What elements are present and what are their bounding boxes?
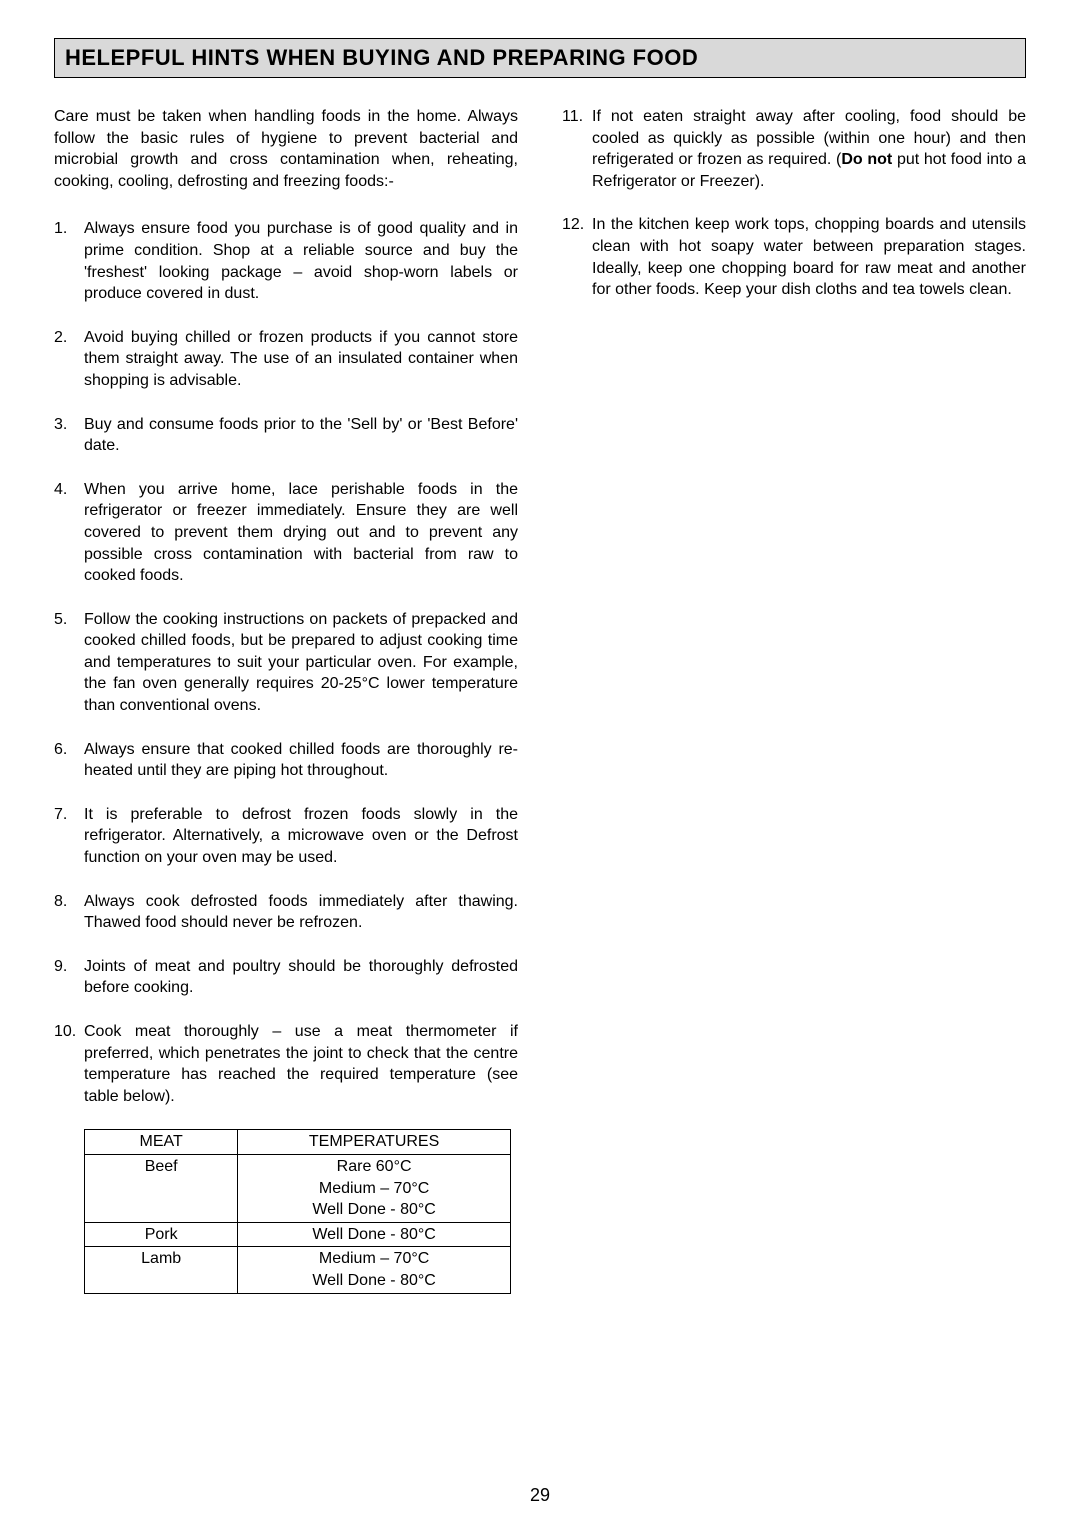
table-cell-temp: Well Done - 80°C xyxy=(238,1222,511,1247)
hints-list-right: If not eaten straight away after cooling… xyxy=(562,106,1026,301)
table-row: PorkWell Done - 80°C xyxy=(85,1222,511,1247)
left-column: Care must be taken when handling foods i… xyxy=(54,106,518,1294)
list-item: Always cook defrosted foods immediately … xyxy=(54,891,518,934)
emphasis-text: Do not xyxy=(841,151,892,168)
list-item: If not eaten straight away after cooling… xyxy=(562,106,1026,192)
page-title-bar: HELEPFUL HINTS WHEN BUYING AND PREPARING… xyxy=(54,38,1026,78)
table-row: BeefRare 60°CMedium – 70°CWell Done - 80… xyxy=(85,1154,511,1222)
table-header-meat: MEAT xyxy=(85,1130,238,1155)
list-item: When you arrive home, lace perishable fo… xyxy=(54,479,518,587)
list-item: It is preferable to defrost frozen foods… xyxy=(54,804,518,869)
table-header-temp: TEMPERATURES xyxy=(238,1130,511,1155)
table-cell-meat: Pork xyxy=(85,1222,238,1247)
list-item: In the kitchen keep work tops, chopping … xyxy=(562,214,1026,300)
list-item: Buy and consume foods prior to the 'Sell… xyxy=(54,414,518,457)
list-item: Always ensure that cooked chilled foods … xyxy=(54,739,518,782)
hints-list-left: Always ensure food you purchase is of go… xyxy=(54,218,518,1107)
table-cell-temp: Medium – 70°CWell Done - 80°C xyxy=(238,1247,511,1293)
content-columns: Care must be taken when handling foods i… xyxy=(54,106,1026,1294)
meat-temperature-table: MEAT TEMPERATURES BeefRare 60°CMedium – … xyxy=(84,1129,511,1293)
right-column: If not eaten straight away after cooling… xyxy=(562,106,1026,1294)
table-row: LambMedium – 70°CWell Done - 80°C xyxy=(85,1247,511,1293)
table-cell-temp: Rare 60°CMedium – 70°CWell Done - 80°C xyxy=(238,1154,511,1222)
list-item: Follow the cooking instructions on packe… xyxy=(54,609,518,717)
list-item: Joints of meat and poultry should be tho… xyxy=(54,956,518,999)
intro-paragraph: Care must be taken when handling foods i… xyxy=(54,106,518,192)
page-number: 29 xyxy=(0,1485,1080,1506)
list-item: Avoid buying chilled or frozen products … xyxy=(54,327,518,392)
list-item: Cook meat thoroughly – use a meat thermo… xyxy=(54,1021,518,1107)
page-title: HELEPFUL HINTS WHEN BUYING AND PREPARING… xyxy=(65,45,1015,71)
list-item: Always ensure food you purchase is of go… xyxy=(54,218,518,304)
table-header-row: MEAT TEMPERATURES xyxy=(85,1130,511,1155)
table-cell-meat: Lamb xyxy=(85,1247,238,1293)
table-cell-meat: Beef xyxy=(85,1154,238,1222)
list-item-text: In the kitchen keep work tops, chopping … xyxy=(592,216,1026,298)
